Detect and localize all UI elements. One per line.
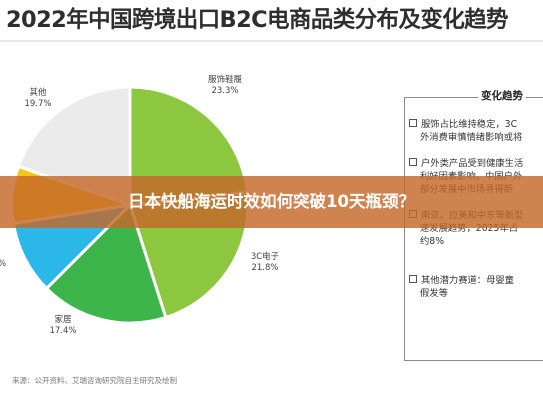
- pie-slice-5: [16, 85, 132, 208]
- pie-slice-0: [128, 85, 249, 207]
- slice-name-2: 家居: [54, 314, 71, 325]
- slice-value-1: 21.8%: [251, 263, 278, 273]
- trend-item-0: 服饰占比维持稳定，3C 外消费审慎情绪影响或将: [409, 118, 543, 144]
- headline-banner: [0, 176, 543, 228]
- trend-item-text: 服饰占比维持稳定，3C: [421, 119, 518, 130]
- trend-item-3: 其他潜力赛道：母婴童 假发等: [409, 274, 543, 300]
- chart-title: 2022年中国跨境出口B2C电商品类分布及变化趋势: [6, 7, 509, 33]
- slice-name-1: 3C电子: [251, 251, 280, 262]
- trend-item-line: 速发展趋势，2025年占: [420, 223, 519, 234]
- trend-item-line: 户外类产品受到健康生活: [409, 157, 543, 170]
- title-divider: [0, 40, 543, 42]
- source-label: 来源：: [12, 376, 35, 385]
- trend-item-line: 服饰占比维持稳定，3C: [409, 118, 543, 131]
- trend-item-line: 外消费审慎情绪影响或将: [420, 132, 523, 143]
- trend-panel: [404, 97, 543, 361]
- slice-value-2: 17.4%: [49, 326, 76, 336]
- source-note: 来源：公开资料、艾瑞咨询研究院自主研究及绘制: [12, 375, 177, 386]
- trend-item-text: 其他潜力赛道：母婴童: [421, 275, 514, 286]
- bullet-icon: [409, 119, 417, 127]
- trend-panel-title: 变化趋势: [478, 88, 526, 103]
- slice-value-3: %: [0, 259, 6, 269]
- trend-item-line: 约8%: [420, 236, 445, 247]
- slice-value-5: 19.7%: [24, 99, 51, 109]
- bullet-icon: [409, 275, 417, 283]
- slice-name-5: 其他: [29, 87, 47, 98]
- headline-text: 日本快船海运时效如何突破10天瓶颈？: [128, 192, 415, 211]
- pie-slice-2: [44, 202, 168, 325]
- slice-value-0: 23.3%: [211, 86, 238, 96]
- trend-item-line: 假发等: [420, 288, 448, 299]
- bullet-icon: [409, 158, 417, 166]
- source-text: 公开资料、艾瑞咨询研究院自主研究及绘制: [34, 376, 178, 385]
- trend-item-text: 户外类产品受到健康生活: [421, 158, 524, 169]
- trend-item-line: 其他潜力赛道：母婴童: [409, 274, 543, 287]
- slice-name-0: 服饰鞋履: [208, 74, 243, 85]
